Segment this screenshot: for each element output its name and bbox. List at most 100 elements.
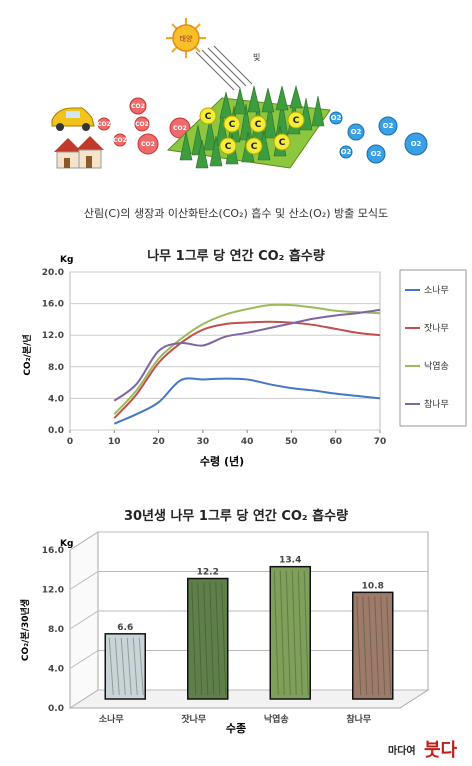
y-tick-label: 12.0 [42,331,64,341]
y-tick-label: 16.0 [42,300,64,310]
series-line-참나무 [113,308,381,402]
bar-value-label: 6.6 [117,623,133,633]
bar-texture [126,637,132,696]
bar-value-label: 12.2 [197,568,219,578]
x-tick-label: 10 [108,437,121,447]
svg-text:C: C [293,116,300,126]
x-tick-label: 0 [67,437,73,447]
bar-chart-bars: 6.6 12.2 13.4 10.8 [104,556,394,700]
y-tick-label: 12.0 [42,586,64,596]
line-chart-y-ticks: 0.0 4.0 8.0 12.0 16.0 20.0 [42,268,64,436]
x-category-label: 잣나무 [181,713,206,725]
car-icon [51,107,95,131]
svg-text:O2: O2 [331,114,342,122]
bar-value-label: 10.8 [362,581,384,591]
watermark-accent: 붓다 [424,740,458,760]
bar-texture [120,637,126,696]
bar-texture [191,582,197,696]
y-tick-label: 0.0 [48,426,64,436]
bar-chart-y-label: CO₂/본/30년생 [19,599,31,661]
bar-texture [362,596,368,696]
bar-texture [285,570,291,696]
bar-texture [197,582,203,696]
svg-text:C: C [279,138,286,148]
bar-texture [380,596,386,696]
svg-text:CO2: CO2 [131,103,145,110]
y-tick-label: 8.0 [48,363,64,373]
bar-texture [279,570,285,696]
bar-texture [215,582,221,696]
x-category-label: 낙엽송 [264,713,289,725]
bar-낙엽송 [269,565,311,700]
bar-chart-grid [69,531,428,709]
y-tick-label: 0.0 [48,704,64,714]
bar-chart-title: 30년생 나무 1그루 당 연간 CO₂ 흡수량 [124,508,348,524]
bar-texture [108,637,114,696]
forest-diagram: 태양 빛 CO2 CO2 CO2 CO2 CO2 CO2 [51,18,428,169]
light-label: 빛 [253,52,260,62]
svg-text:CO2: CO2 [97,121,111,128]
y-tick-label: 4.0 [48,394,64,404]
line-chart-grid [69,271,381,431]
bar-texture [303,570,309,696]
svg-text:O2: O2 [351,128,362,136]
series-line-낙엽송 [113,303,381,415]
legend-label: 잣나무 [424,323,449,334]
legend-label: 참나무 [424,399,449,410]
series-line-소나무 [113,377,381,425]
house-icon [76,136,104,169]
y-tick-label: 20.0 [42,268,64,278]
line-chart: 나무 1그루 당 연간 CO₂ 흡수량 Kg 0.0 4.0 8.0 12.0 16.0… [21,248,467,468]
plot-area [69,271,381,431]
y-tick-label: 4.0 [48,665,64,675]
svg-text:C: C [225,142,232,152]
bar-texture [209,582,215,696]
svg-text:CO2: CO2 [173,125,187,132]
bar-texture [374,596,380,696]
y-tick-label: 8.0 [48,625,64,635]
bar-texture [132,637,138,696]
carbon-circle-group: C C C C C C C [199,107,305,155]
bar-chart-y-ticks: 0.0 4.0 8.0 12.0 16.0 [42,546,64,714]
svg-text:C: C [229,120,236,130]
line-chart-x-ticks: 0 10 20 30 40 50 60 70 [67,430,386,447]
bar-texture [368,596,374,696]
watermark-logo: 마다여 붓다 [388,740,458,760]
series-line-잣나무 [113,320,381,419]
sun-label: 태양 [180,35,193,43]
svg-text:O2: O2 [383,122,394,130]
legend-label: 소나무 [424,285,449,296]
svg-text:CO2: CO2 [141,141,155,148]
bar-texture [273,570,279,696]
x-tick-label: 60 [329,437,342,447]
line-chart-title: 나무 1그루 당 연간 CO₂ 흡수량 [147,248,325,264]
svg-text:C: C [251,142,258,152]
x-tick-label: 20 [152,437,165,447]
line-chart-y-label: CO₂/본/년 [21,334,33,375]
bar-texture [291,570,297,696]
bar-texture [138,637,144,696]
bar-texture [221,582,227,696]
bar-참나무 [352,591,394,700]
svg-text:CO2: CO2 [135,121,149,128]
bar-texture [297,570,303,696]
watermark-text: 마다여 [388,744,416,757]
bar-chart-unit: Kg [60,539,73,549]
light-rays [195,45,253,91]
svg-text:O2: O2 [341,148,352,156]
bar-texture [203,582,209,696]
diagram-caption: 산림(C)의 생장과 이산화탄소(CO₂) 흡수 및 산소(O₂) 방출 모식도 [83,207,389,220]
legend-label: 낙엽송 [424,361,449,372]
x-tick-label: 30 [197,437,210,447]
y-tick-label: 16.0 [42,546,64,556]
x-tick-label: 40 [241,437,254,447]
o2-bubble-group: O2 O2 O2 O2 O2 O2 [329,111,428,164]
svg-text:O2: O2 [411,140,422,148]
bar-texture [356,596,362,696]
grid-line [69,531,428,551]
bar-texture [386,596,392,696]
house-icon [54,138,82,169]
line-chart-x-label: 수령 (년) [200,454,244,468]
bar-잣나무 [187,577,229,700]
